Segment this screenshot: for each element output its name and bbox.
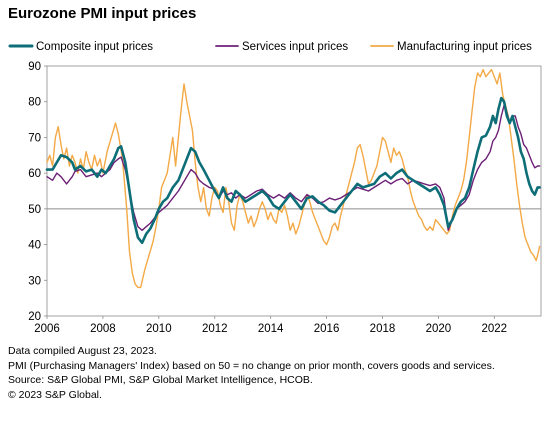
y-tick-label: 60 xyxy=(28,168,41,180)
x-tick-label: 2016 xyxy=(314,323,340,335)
x-tick-label: 2010 xyxy=(146,323,172,335)
series-lines xyxy=(45,68,541,289)
line-chart: Composite input prices Services input pri… xyxy=(8,41,542,335)
series-line-composite-input-prices xyxy=(45,96,541,245)
y-tick-label: 80 xyxy=(28,97,41,109)
x-tick-label: 2022 xyxy=(482,323,508,335)
legend-label-composite-input-prices: Composite input prices xyxy=(36,41,153,53)
y-tick-label: 50 xyxy=(28,204,41,216)
y-tick-label: 40 xyxy=(28,240,41,252)
x-tick-label: 2020 xyxy=(426,323,452,335)
footnote-source: Source: S&P Global PMI, S&P Global Marke… xyxy=(8,374,313,386)
x-tick-label: 2014 xyxy=(258,323,284,335)
legend-label-services-input-prices: Services input prices xyxy=(242,41,348,53)
legend-label-manufacturing-input-prices: Manufacturing input prices xyxy=(397,41,532,53)
series-line-manufacturing-input-prices xyxy=(46,68,541,289)
y-tick-label: 30 xyxy=(28,275,41,287)
footnote-definition: PMI (Purchasing Managers' Index) based o… xyxy=(8,359,495,372)
y-tick-label: 20 xyxy=(28,311,41,323)
axes: 20 30 40 50 60 70 80 90 2006 2008 2010 2012 2014 2016… xyxy=(28,61,542,335)
footnote-date: Data compiled August 23, 2023. xyxy=(8,345,157,357)
y-tick-label: 90 xyxy=(28,61,41,73)
x-tick-label: 2008 xyxy=(90,323,116,335)
x-tick-label: 2012 xyxy=(202,323,228,335)
x-tick-label: 2006 xyxy=(34,323,60,335)
y-tick-label: 70 xyxy=(28,132,41,144)
plot-frame xyxy=(46,65,542,317)
legend: Composite input prices Services input pri… xyxy=(8,41,532,53)
chart-title: Eurozone PMI input prices xyxy=(8,5,197,22)
footnote-copyright: © 2023 S&P Global. xyxy=(8,388,102,401)
x-tick-label: 2018 xyxy=(370,323,396,335)
footnotes: Data compiled August 23, 2023. PMI (Purc… xyxy=(8,344,495,402)
